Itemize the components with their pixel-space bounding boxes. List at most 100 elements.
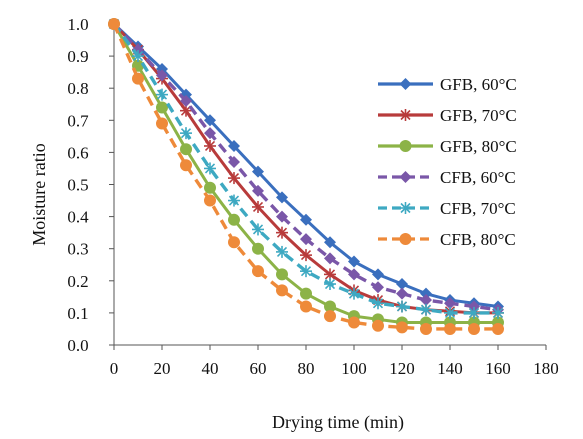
legend-entry: CFB, 70°C [378,199,516,218]
legend-marker [399,233,412,245]
data-point-stroke [156,89,168,100]
data-point [252,200,264,213]
data-point-stroke [396,301,408,312]
legend-label: CFB, 60°C [440,168,516,187]
data-point [396,321,408,334]
x-tick-labels: 0 20 40 60 80 100 120 140 160 180 [110,345,559,378]
data-point [132,72,144,85]
data-point [276,191,288,204]
data-point [300,249,312,262]
y-axis-title: Moisture ratio [29,143,49,245]
data-point [468,306,480,319]
data-point [228,194,240,207]
y-tick-label: 0.2 [67,272,88,291]
data-point-stroke [276,227,288,238]
data-point [444,306,456,319]
data-point [420,287,432,300]
data-point [156,101,168,114]
data-point-stroke [324,269,336,280]
data-point [204,181,216,194]
series-layer [108,18,504,335]
data-point-stroke [132,51,144,62]
data-point [276,226,288,239]
legend-marker-stroke [400,202,411,214]
y-tick-label: 0.9 [67,47,88,66]
series-6 [108,18,504,335]
data-point [204,127,216,140]
legend-label: GFB, 80°C [440,137,517,156]
series-line [112,22,499,308]
data-point [108,18,120,30]
data-point [228,156,240,169]
data-point [180,159,192,172]
data-point [252,184,264,197]
legend-marker [399,109,412,121]
y-tick-label: 0.3 [67,240,88,259]
data-point-stroke [444,307,456,318]
data-point [348,316,360,329]
legend-label: CFB, 70°C [440,199,516,218]
data-point-stroke [228,173,240,184]
data-point [372,319,384,332]
data-point [300,287,312,300]
data-point [180,95,192,108]
data-point-stroke [372,298,384,309]
data-point [204,114,216,127]
data-point [300,213,312,226]
data-point-stroke [180,128,192,139]
data-point [324,310,336,323]
y-tick-label: 0.5 [67,176,88,195]
data-point [180,127,192,140]
legend-marker [399,202,412,214]
x-tick-label: 120 [389,359,415,378]
y-tick-label: 0.7 [67,111,89,130]
data-point [156,117,168,130]
data-point [324,278,336,291]
data-point-stroke [492,307,504,318]
x-tick-label: 60 [250,359,267,378]
data-point [276,210,288,223]
data-point-stroke [252,201,264,213]
data-point [276,245,288,258]
data-point [180,143,192,156]
data-point [276,268,288,281]
data-point-stroke [204,140,216,152]
legend-label: GFB, 70°C [440,106,517,125]
data-point-stroke [348,288,360,299]
legend-entry: CFB, 60°C [378,168,516,187]
data-point [372,297,384,310]
data-point [372,268,384,281]
legend-entry: GFB, 70°C [378,106,517,125]
data-point [132,50,144,63]
data-point [396,287,408,300]
data-point [252,265,264,278]
x-tick-label: 40 [202,359,219,378]
y-tick-label: 0.6 [67,143,88,162]
y-tick-label: 0.0 [67,336,88,355]
data-point [492,306,504,319]
legend-label: CFB, 80°C [440,230,516,249]
data-point [300,265,312,278]
data-point [348,255,360,268]
data-point [444,297,456,310]
data-point [348,268,360,281]
data-point [252,223,264,236]
data-point [372,281,384,294]
x-tick-label: 180 [533,359,559,378]
y-tick-label: 0.4 [67,208,89,227]
legend-entry: GFB, 60°C [378,75,517,94]
x-tick-label: 160 [485,359,511,378]
data-point-stroke [420,304,432,315]
data-point [204,139,216,152]
data-point [396,300,408,313]
data-point [444,322,456,335]
data-point [156,69,168,82]
data-point [420,294,432,307]
data-point [228,139,240,152]
data-point-stroke [228,195,240,206]
data-point-stroke [204,163,216,174]
data-point [300,233,312,246]
x-axis-title: Drying time (min) [272,412,404,433]
y-tick-label: 0.1 [67,304,88,323]
